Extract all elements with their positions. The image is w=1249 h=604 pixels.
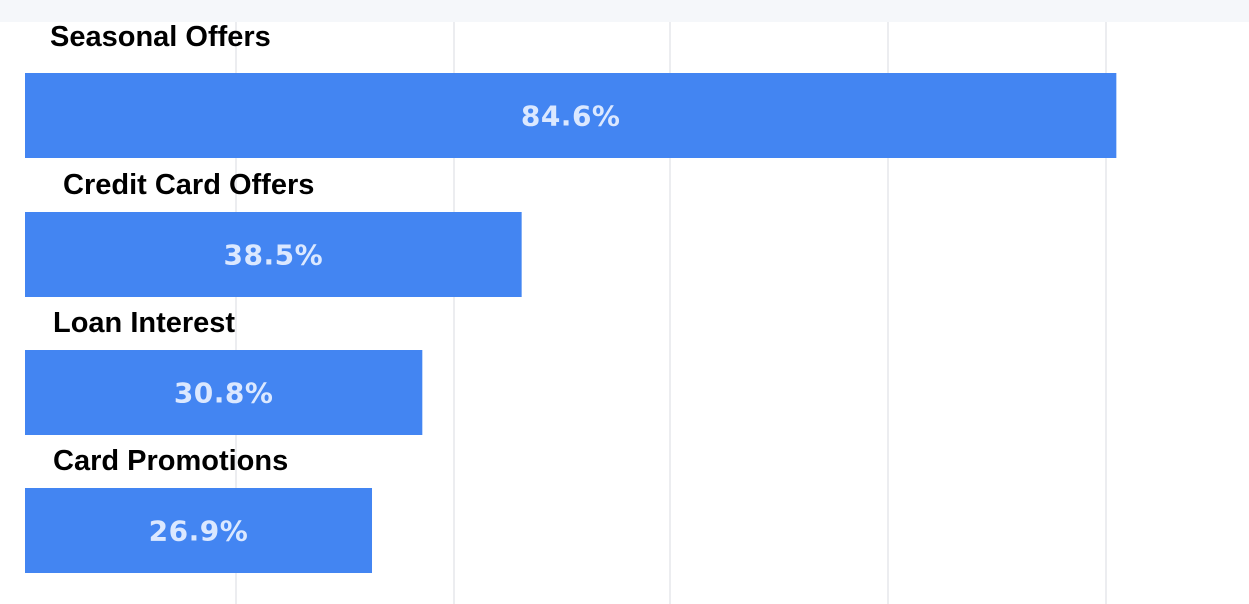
category-label-3: Loan Interest bbox=[53, 307, 235, 339]
category-label-4: Card Promotions bbox=[53, 445, 288, 477]
value-label-4: 26.9% bbox=[149, 515, 249, 548]
bar-3 bbox=[25, 350, 423, 435]
value-label-1: 84.6% bbox=[521, 100, 621, 133]
value-label-3: 30.8% bbox=[174, 377, 274, 410]
top-strip bbox=[0, 0, 1249, 22]
category-label-2: Credit Card Offers bbox=[63, 169, 314, 201]
bar-2 bbox=[25, 212, 522, 297]
category-label-1: Seasonal Offers bbox=[50, 21, 271, 53]
bar-1 bbox=[25, 73, 1117, 158]
bars bbox=[25, 73, 1117, 573]
value-label-2: 38.5% bbox=[224, 239, 324, 272]
bar-4 bbox=[25, 488, 373, 573]
labels: Seasonal Offers 84.6% Credit Card Offers 38… bbox=[50, 21, 620, 548]
